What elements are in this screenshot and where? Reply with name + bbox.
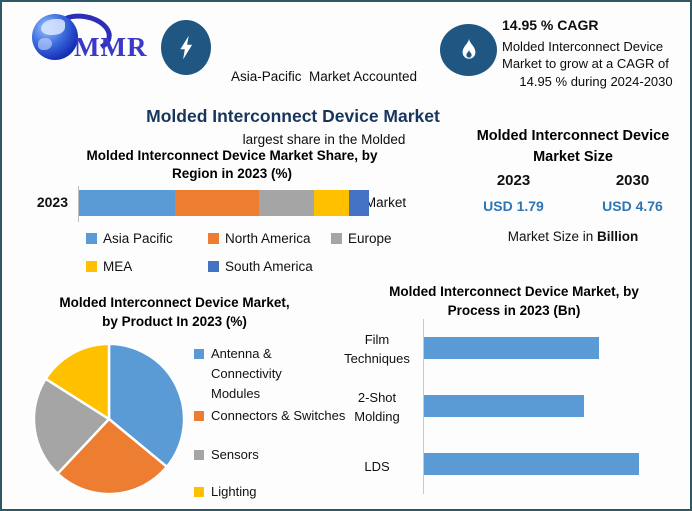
region-chart-title-line: Region in 2023 (%) xyxy=(171,166,293,181)
region-chart-title: Molded Interconnect Device Market Share,… xyxy=(47,147,417,183)
market-size-year-2030: 2030 xyxy=(615,172,650,189)
market-size-value-2023: USD 1.79 xyxy=(483,198,544,214)
legend-label: MEA xyxy=(103,259,133,274)
legend-item-lighting: Lighting xyxy=(194,482,346,502)
region-stacked-bar xyxy=(79,190,369,216)
cagr-line: 14.95 % during 2024-2030 xyxy=(519,73,673,89)
legend-item-antenna-connectivity-modules: Antenna & Connectivity Modules xyxy=(194,344,346,404)
mmr-logo: MMR xyxy=(10,6,162,86)
product-pie-chart xyxy=(32,342,186,496)
process-bar-2-shot-molding xyxy=(424,395,584,417)
legend-swatch xyxy=(194,487,204,497)
region-chart-title-line: Molded Interconnect Device Market Share,… xyxy=(86,148,378,163)
market-size-value-2030: USD 4.76 xyxy=(602,198,663,214)
market-size-values: USD 1.79 USD 4.76 xyxy=(454,198,690,214)
legend-label: South America xyxy=(225,259,313,274)
legend-label: Antenna & Connectivity Modules xyxy=(211,346,282,401)
market-size-note-text: Market Size in xyxy=(507,229,598,244)
bar-segment-south-america xyxy=(348,190,369,216)
process-bar-film-techniques xyxy=(424,337,599,359)
legend-swatch xyxy=(208,261,219,272)
legend-label: Europe xyxy=(348,231,392,246)
product-chart-legend: Antenna & Connectivity Modules Connectors… xyxy=(194,344,346,502)
process-category-2-shot-molding: 2-Shot Molding xyxy=(354,390,400,424)
market-size-note: Market Size in Billion xyxy=(454,229,690,244)
pie-slice-antenna-connectivity-modules xyxy=(107,342,186,469)
market-size-year-2023: 2023 xyxy=(496,172,531,189)
legend-label: Connectors & Switches xyxy=(211,408,346,423)
legend-label: Sensors xyxy=(211,447,259,462)
legend-item-sensors: Sensors xyxy=(194,445,346,465)
legend-item-europe: Europe xyxy=(331,231,421,246)
pie-slice-sensors xyxy=(32,377,111,475)
market-size-years: 2023 2030 xyxy=(454,172,690,189)
highlight-line: Asia-Pacific Market Accounted xyxy=(230,69,418,84)
page-title: Molded Interconnect Device Market xyxy=(146,106,440,126)
legend-swatch xyxy=(208,233,219,244)
region-chart-axis-line xyxy=(78,186,79,222)
legend-swatch xyxy=(194,450,204,460)
process-chart-title: Molded Interconnect Device Market, by Pr… xyxy=(354,282,674,320)
legend-swatch xyxy=(194,349,204,359)
globe-logo-icon xyxy=(32,14,78,60)
legend-item-north-america: North America xyxy=(208,231,331,246)
product-chart-title-line: by Product In 2023 (%) xyxy=(102,314,247,329)
bar-segment-asia-pacific xyxy=(79,190,175,216)
cagr-line: Molded Interconnect Device xyxy=(502,38,664,54)
legend-item-asia-pacific: Asia Pacific xyxy=(86,231,208,246)
market-size-note-unit: Billion xyxy=(597,229,639,244)
legend-swatch xyxy=(331,233,342,244)
process-chart-title-line: Molded Interconnect Device Market, by xyxy=(389,284,639,299)
legend-swatch xyxy=(194,411,204,421)
legend-item-mea: MEA xyxy=(86,259,208,274)
market-size-panel: Molded Interconnect Device Market Size 2… xyxy=(454,126,690,244)
flame-glyph xyxy=(462,38,475,59)
market-size-title: Molded Interconnect Device Market Size xyxy=(454,126,690,168)
pie-slice-connectors-switches xyxy=(56,417,169,496)
cagr-title: 14.95 % CAGR xyxy=(502,17,599,33)
legend-label: Asia Pacific xyxy=(103,231,173,246)
lightning-icon xyxy=(161,20,211,75)
process-bar-lds xyxy=(424,453,639,475)
cagr-block: 14.95 % CAGR Molded Interconnect Device … xyxy=(502,17,690,90)
cagr-line: Market to grow at a CAGR of xyxy=(502,56,669,71)
market-size-title-line: Market Size xyxy=(533,149,613,165)
legend-swatch xyxy=(86,233,97,244)
bar-segment-europe xyxy=(258,190,314,216)
region-chart-legend: Asia Pacific North America Europe MEA So… xyxy=(86,231,421,274)
product-chart-title-line: Molded Interconnect Device Market, xyxy=(59,295,290,310)
flame-icon xyxy=(440,24,497,76)
market-size-title-line: Molded Interconnect Device xyxy=(476,128,670,144)
bar-segment-north-america xyxy=(174,190,259,216)
legend-item-connectors-switches: Connectors & Switches xyxy=(194,406,346,426)
process-category-lds: LDS xyxy=(364,459,390,474)
legend-label: Lighting xyxy=(211,484,257,499)
legend-item-south-america: South America xyxy=(208,259,331,274)
lightning-bolt-glyph xyxy=(179,35,192,60)
process-chart-axis-line xyxy=(423,319,424,494)
legend-label: North America xyxy=(225,231,311,246)
legend-swatch xyxy=(86,261,97,272)
process-category-film-techniques: Film Techniques xyxy=(344,332,410,366)
pie-slice-lighting xyxy=(44,342,111,421)
region-chart-category-label: 2023 xyxy=(36,194,68,210)
header-highlight-text: Asia-Pacific Market Accounted largest sh… xyxy=(222,24,426,255)
logo-text: MMR xyxy=(74,32,148,62)
highlight-line: largest share in the Molded xyxy=(242,132,406,147)
product-chart-title: Molded Interconnect Device Market, by Pr… xyxy=(27,293,322,331)
process-chart-title-line: Process in 2023 (Bn) xyxy=(447,303,581,318)
bar-segment-mea xyxy=(313,190,349,216)
